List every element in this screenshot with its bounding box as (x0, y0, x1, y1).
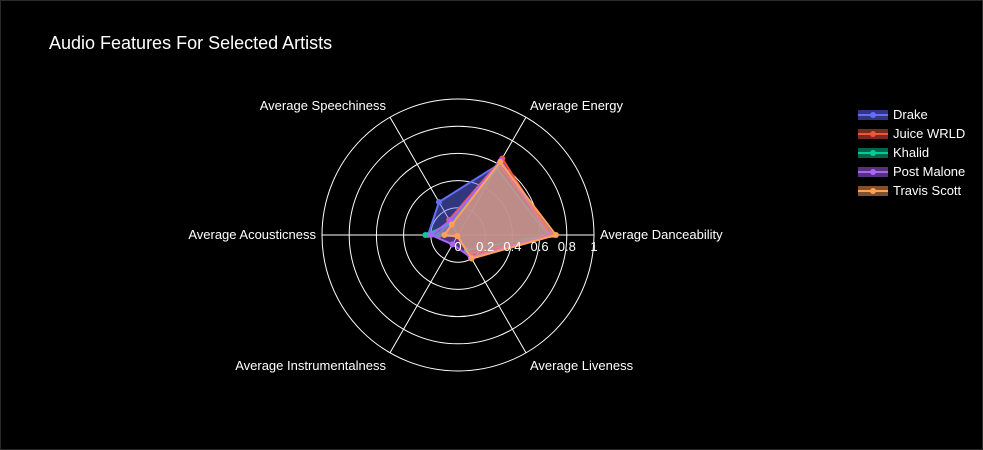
data-point (497, 158, 504, 165)
axis-label: Average Liveness (530, 358, 634, 373)
data-point (468, 255, 475, 262)
data-point (552, 232, 559, 238)
axis-label: Average Energy (530, 98, 623, 113)
radial-tick-label: 0.6 (531, 239, 549, 254)
axis-label: Average Speechiness (260, 98, 387, 113)
radial-tick-label: 0.8 (558, 239, 576, 254)
data-point (427, 232, 434, 238)
grid-spoke (389, 234, 459, 354)
legend-item[interactable]: Juice WRLD (858, 124, 965, 143)
data-point (454, 233, 461, 240)
legend-label: Juice WRLD (893, 126, 966, 141)
legend-item[interactable]: Post Malone (858, 162, 965, 181)
radial-tick-label: 0.4 (503, 239, 521, 254)
radar-series (422, 155, 559, 262)
legend-label: Post Malone (893, 164, 966, 179)
chart-title: Audio Features For Selected Artists (49, 33, 333, 53)
data-point (435, 199, 442, 206)
radial-tick-label: 0.2 (476, 239, 494, 254)
axis-label: Average Danceability (600, 227, 723, 242)
legend-label: Drake (893, 107, 928, 122)
data-point (449, 241, 456, 248)
legend-swatch (858, 127, 888, 141)
data-point (448, 221, 455, 228)
series-travis-scott (441, 158, 559, 262)
radial-tick-label: 1 (590, 239, 597, 254)
legend-item[interactable]: Khalid (858, 143, 965, 162)
legend-swatch (858, 108, 888, 122)
axis-label: Average Acousticness (188, 227, 316, 242)
legend-label: Khalid (893, 145, 930, 160)
radial-tick-label: 0 (454, 239, 461, 254)
legend-item[interactable]: Drake (858, 105, 965, 124)
axis-label: Average Instrumentalness (235, 358, 386, 373)
legend: Drake Juice WRLD Khalid Post Malone Travis S… (858, 105, 965, 200)
legend-item[interactable]: Travis Scott (858, 181, 965, 200)
data-point (441, 232, 448, 238)
legend-label: Travis Scott (893, 183, 962, 198)
data-point (422, 232, 429, 238)
legend-swatch (858, 146, 888, 160)
legend-swatch (858, 165, 888, 179)
legend-swatch (858, 184, 888, 198)
